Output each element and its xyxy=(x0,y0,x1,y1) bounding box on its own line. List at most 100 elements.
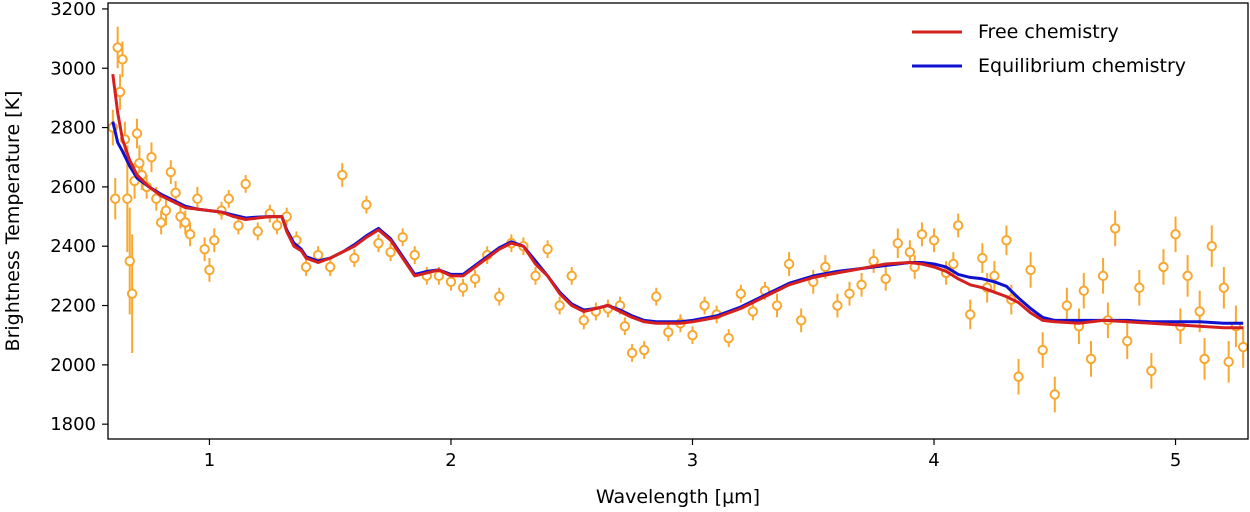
observed-point xyxy=(1037,344,1048,356)
observed-point xyxy=(1158,261,1169,273)
observed-point xyxy=(747,306,759,317)
observed-point xyxy=(916,229,928,240)
observed-point xyxy=(114,86,126,98)
y-tick-label: 3000 xyxy=(50,58,96,79)
observed-point xyxy=(771,300,783,311)
x-tick-label: 1 xyxy=(204,450,215,471)
observed-point xyxy=(530,270,541,282)
observed-point xyxy=(619,321,631,332)
observed-point xyxy=(199,243,210,255)
observed-point xyxy=(892,238,903,249)
y-tick-label: 2000 xyxy=(50,355,96,376)
observed-point xyxy=(112,42,123,53)
observed-point xyxy=(1170,229,1181,240)
observed-point xyxy=(663,327,674,338)
observed-point xyxy=(300,261,312,273)
observed-point xyxy=(1078,285,1089,296)
observed-point xyxy=(146,152,157,163)
observed-point xyxy=(445,276,457,288)
observed-point xyxy=(626,347,638,359)
observed-point xyxy=(1085,353,1097,365)
observed-point xyxy=(723,332,734,344)
observed-point xyxy=(155,217,167,228)
observed-point xyxy=(952,220,964,231)
observed-point xyxy=(578,315,590,326)
observed-point xyxy=(1109,223,1121,234)
x-axis-ticks: 1 2 3 4 5 xyxy=(204,439,1181,471)
observed-point xyxy=(223,193,234,204)
observed-point xyxy=(494,291,505,302)
observed-point xyxy=(252,226,263,237)
observed-point xyxy=(349,252,360,264)
observed-point xyxy=(124,255,135,267)
observed-point xyxy=(1218,282,1230,293)
observed-point xyxy=(126,288,138,299)
observed-point xyxy=(1061,300,1073,311)
x-tick-label: 3 xyxy=(687,450,698,471)
observed-point xyxy=(856,279,867,290)
y-tick-label: 2200 xyxy=(50,296,96,317)
observed-point xyxy=(844,288,855,299)
observed-point xyxy=(651,291,662,302)
y-tick-label: 2400 xyxy=(50,236,96,257)
observed-point xyxy=(977,252,988,264)
observed-point xyxy=(397,232,408,243)
observed-point xyxy=(554,300,565,311)
y-tick-label: 2800 xyxy=(50,118,96,139)
legend-label-free-chemistry: Free chemistry xyxy=(978,21,1119,43)
observed-point xyxy=(699,300,710,311)
observed-point xyxy=(1146,365,1157,376)
observed-point xyxy=(965,309,976,320)
observed-point xyxy=(1182,270,1193,282)
observed-point xyxy=(1025,264,1036,276)
observed-point xyxy=(904,246,916,258)
observed-point xyxy=(192,193,203,204)
observed-point xyxy=(566,270,577,282)
x-tick-label: 4 xyxy=(928,450,939,471)
observed-point xyxy=(204,264,215,276)
observed-point xyxy=(735,288,746,299)
observed-point xyxy=(820,261,831,273)
plot-frame xyxy=(107,2,1249,440)
observed-point xyxy=(457,282,469,293)
observed-point xyxy=(1134,282,1145,293)
observed-point xyxy=(1001,235,1012,246)
observed-point xyxy=(165,166,176,178)
observed-point xyxy=(110,193,121,204)
observed-point xyxy=(1097,270,1109,282)
x-axis-label: Wavelength [μm] xyxy=(596,486,760,508)
legend-label-equilibrium-chemistry: Equilibrium chemistry xyxy=(978,55,1186,77)
observed-point xyxy=(122,193,133,204)
observed-point xyxy=(1122,335,1133,347)
observed-point xyxy=(1223,356,1234,368)
observed-point xyxy=(542,243,553,255)
observed-point xyxy=(409,249,420,261)
observed-point xyxy=(687,329,698,341)
free-chemistry-line xyxy=(111,74,1244,330)
legend: Free chemistry Equilibrium chemistry xyxy=(912,21,1186,77)
observed-point xyxy=(385,246,396,258)
observed-point xyxy=(948,258,959,270)
observed-point xyxy=(1206,241,1217,252)
observed-point xyxy=(433,270,445,282)
observed-point xyxy=(233,220,244,231)
observed-point xyxy=(638,344,650,356)
observed-point xyxy=(928,235,940,246)
observed-point xyxy=(1199,353,1210,365)
observed-point xyxy=(373,238,384,249)
observed-point xyxy=(134,157,145,169)
y-axis-ticks: 1800 2000 2200 2400 2600 2800 3000 3200 xyxy=(50,0,108,435)
observed-point xyxy=(469,273,481,285)
observed-point xyxy=(1013,371,1024,382)
observed-point xyxy=(783,258,795,270)
observed-point xyxy=(1194,306,1205,317)
observed-point xyxy=(795,315,807,326)
model-lines xyxy=(111,74,1244,330)
observed-point xyxy=(361,199,372,210)
y-tick-label: 3200 xyxy=(50,0,96,20)
observed-point xyxy=(868,255,879,267)
observed-point xyxy=(1237,341,1249,353)
observed-point xyxy=(160,205,172,216)
observed-points xyxy=(107,42,1249,400)
